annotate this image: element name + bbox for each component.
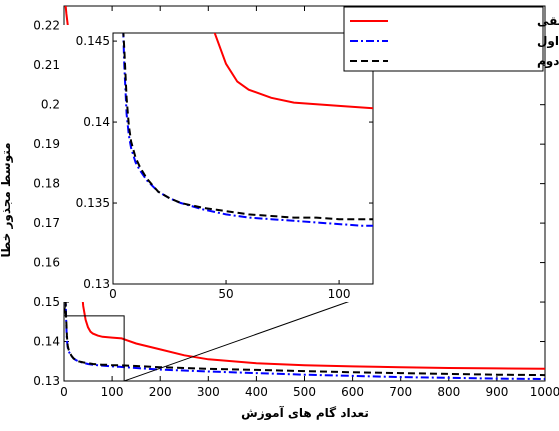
inset-plot: 0 50 100 0.13 0.135 0.14 0.145: [61, 25, 377, 302]
inset-series-group: [122, 33, 373, 227]
inset-frame: [112, 32, 374, 285]
y-tick-label: 0.22: [33, 19, 60, 33]
y-tick-label: 0.21: [33, 58, 60, 72]
x-tick-label: 800: [437, 385, 460, 399]
legend-label: شبکه چند لایه حقیقی: [537, 14, 559, 28]
main-plot: 0 100 200 300 400 500 600 700 800 900 10000.130.14…: [33, 5, 559, 399]
x-tick-label: 1000: [530, 385, 559, 399]
inset-series-line: [213, 33, 373, 110]
x-tick-label: 200: [149, 385, 172, 399]
x-tick-label: 500: [293, 385, 316, 399]
y-tick-label: 0.16: [33, 256, 60, 270]
y-tick-label: 0.19: [33, 137, 60, 151]
y-tick-label: 0.2: [41, 98, 60, 112]
zoom-region-box: [63, 315, 125, 382]
inset-x-tick-label: 100: [328, 287, 351, 301]
y-tick-label: 0.15: [33, 295, 60, 309]
series-line: [64, 112, 545, 377]
inset-y-tick-label: 0.145: [76, 34, 110, 48]
x-tick-label: 700: [389, 385, 412, 399]
y-tick-label: 0.18: [33, 177, 60, 191]
x-tick-label: 0: [60, 385, 68, 399]
legend-label: تابع فعال ساز اول: [537, 34, 559, 49]
inset-y-tick-label: 0.135: [76, 196, 110, 210]
x-axis-title: تعداد گام های آموزش: [241, 405, 369, 421]
x-tick-label: 900: [485, 385, 508, 399]
inset-y-tick-label: 0.14: [83, 115, 110, 129]
y-tick-label: 0.17: [33, 216, 60, 230]
y-tick-label: 0.13: [33, 374, 60, 388]
x-tick-label: 400: [245, 385, 268, 399]
x-tick-label: 300: [197, 385, 220, 399]
legend-label: تابع فعال ساز دوم: [537, 54, 559, 69]
inset-x-tick-label: 50: [218, 287, 233, 301]
legend: شبکه چند لایه حقیقی تابع فعال ساز اول تابع…: [343, 6, 559, 72]
y-tick-label: 0.14: [33, 335, 60, 349]
inset-x-tick-label: 0: [109, 287, 117, 301]
x-tick-label: 600: [341, 385, 364, 399]
x-tick-label: 100: [101, 385, 124, 399]
connector-line: [123, 292, 374, 382]
y-axis-title: متوسط مجذور خطا: [0, 142, 14, 257]
inset-y-tick-label: 0.13: [83, 277, 110, 291]
